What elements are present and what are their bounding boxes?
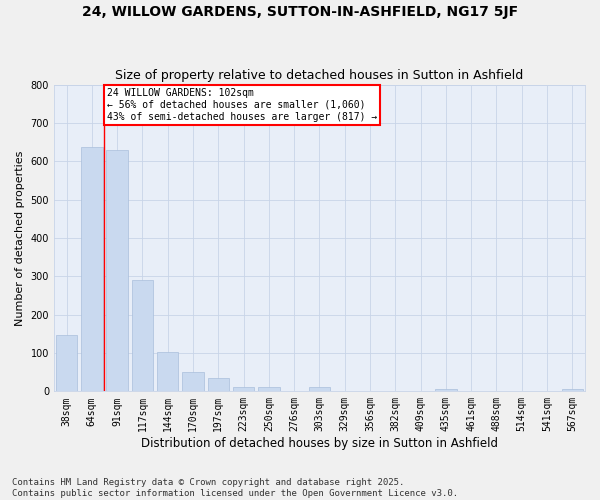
Bar	[435, 390, 457, 392]
Bar	[309, 388, 330, 392]
Bar	[233, 386, 254, 392]
Bar	[182, 372, 204, 392]
Text: Contains HM Land Registry data © Crown copyright and database right 2025.
Contai: Contains HM Land Registry data © Crown c…	[12, 478, 458, 498]
Bar	[208, 378, 229, 392]
Bar	[258, 386, 280, 392]
Text: 24, WILLOW GARDENS, SUTTON-IN-ASHFIELD, NG17 5JF: 24, WILLOW GARDENS, SUTTON-IN-ASHFIELD, …	[82, 5, 518, 19]
Bar	[81, 146, 103, 392]
Bar	[562, 390, 583, 392]
Title: Size of property relative to detached houses in Sutton in Ashfield: Size of property relative to detached ho…	[115, 69, 524, 82]
Bar	[157, 352, 178, 392]
Bar	[106, 150, 128, 392]
X-axis label: Distribution of detached houses by size in Sutton in Ashfield: Distribution of detached houses by size …	[141, 437, 498, 450]
Y-axis label: Number of detached properties: Number of detached properties	[15, 150, 25, 326]
Bar	[131, 280, 153, 392]
Text: 24 WILLOW GARDENS: 102sqm
← 56% of detached houses are smaller (1,060)
43% of se: 24 WILLOW GARDENS: 102sqm ← 56% of detac…	[107, 88, 377, 122]
Bar	[56, 334, 77, 392]
